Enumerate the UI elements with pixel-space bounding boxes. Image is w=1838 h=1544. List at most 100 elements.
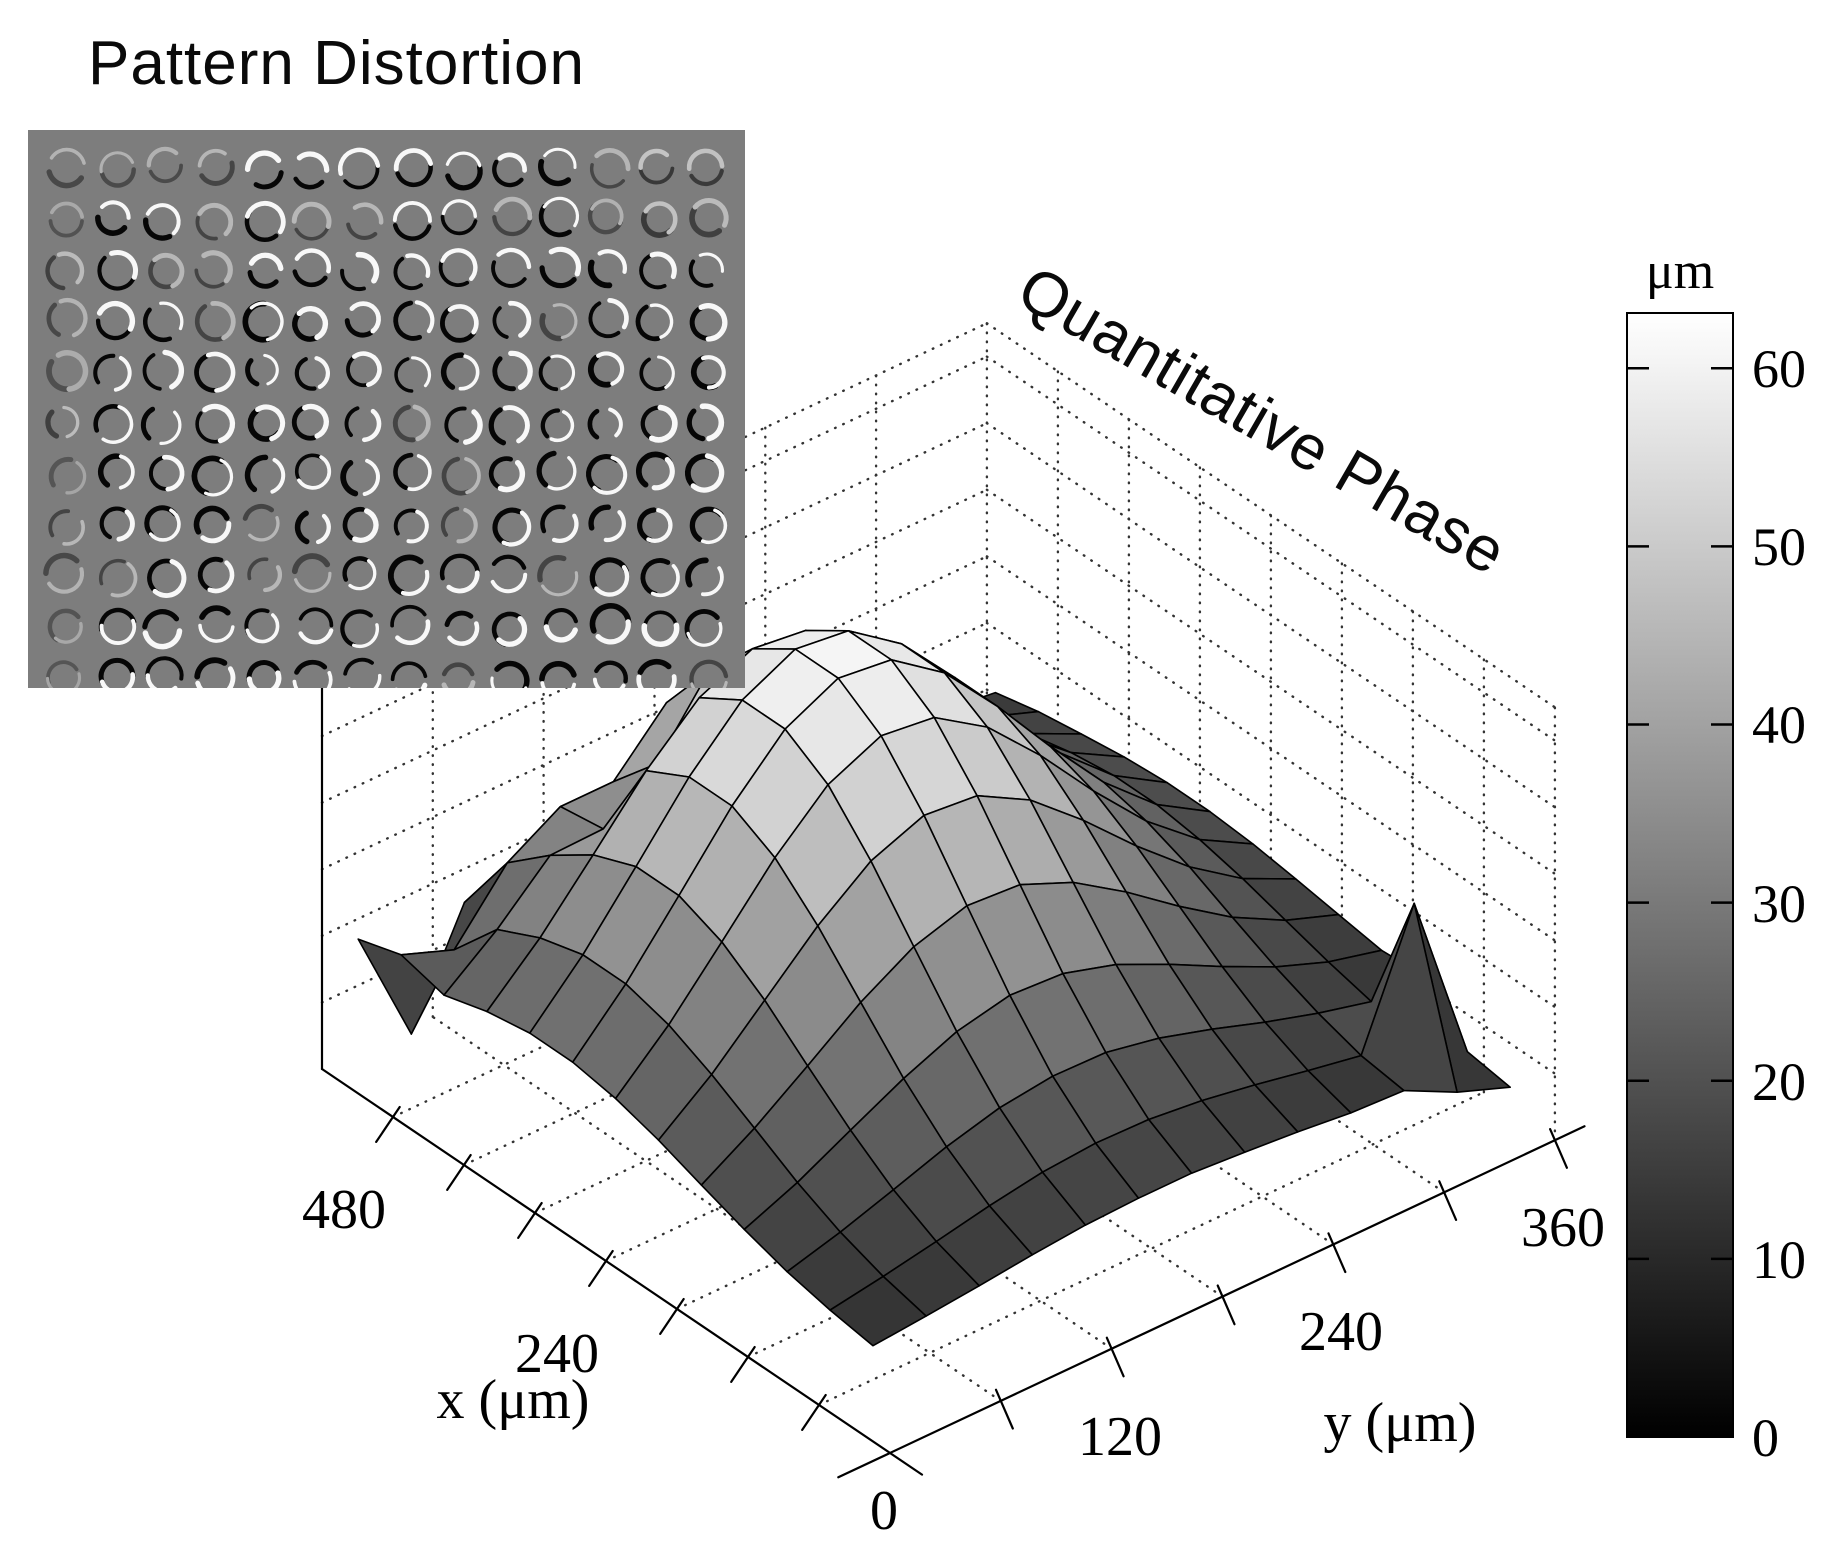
ring-highlight-arc xyxy=(597,249,627,274)
y-axis-title: y (μm) xyxy=(1324,1392,1477,1454)
distorted-ring xyxy=(393,508,429,544)
ring-shadow-arc xyxy=(586,454,620,493)
ring-shadow-arc xyxy=(685,557,709,588)
ring-shadow-arc xyxy=(99,167,136,188)
ring-shadow-arc xyxy=(45,255,66,291)
distorted-ring xyxy=(689,659,729,688)
ring-highlight-arc xyxy=(496,247,532,270)
ring-highlight-arc xyxy=(210,300,236,341)
ring-highlight-arc xyxy=(698,252,724,273)
ring-shadow-arc xyxy=(47,608,81,643)
x-axis-tick xyxy=(588,1249,614,1288)
ring-shadow-arc xyxy=(538,356,559,392)
distorted-ring xyxy=(142,609,183,650)
ring-highlight-arc xyxy=(148,508,181,542)
ring-shadow-arc xyxy=(48,219,84,238)
ring-shadow-arc xyxy=(589,163,626,189)
ring-highlight-arc xyxy=(406,509,429,544)
ring-shadow-arc xyxy=(43,552,80,576)
ring-shadow-arc xyxy=(589,557,629,590)
ring-shadow-arc xyxy=(689,206,723,238)
x-axis-tick xyxy=(801,1393,827,1432)
distorted-ring xyxy=(148,252,185,290)
ring-highlight-arc xyxy=(497,152,527,173)
distorted-ring xyxy=(344,301,381,338)
ring-highlight-arc xyxy=(447,304,479,335)
ring-highlight-arc xyxy=(445,151,482,168)
ring-highlight-arc xyxy=(692,198,729,228)
box-edge-top-right xyxy=(985,322,1557,709)
distorted-ring xyxy=(490,554,528,594)
ring-highlight-arc xyxy=(446,570,480,594)
distorted-ring xyxy=(439,553,480,594)
x-tick-label: 480 xyxy=(302,1179,386,1241)
ring-shadow-arc xyxy=(587,408,600,440)
ring-shadow-arc xyxy=(45,409,60,439)
ring-shadow-arc xyxy=(539,313,563,342)
ring-highlight-arc xyxy=(110,562,138,598)
ring-shadow-arc xyxy=(46,302,61,337)
distorted-ring xyxy=(392,200,432,241)
ring-highlight-arc xyxy=(547,456,577,491)
ring-shadow-arc xyxy=(491,260,527,288)
ring-highlight-arc xyxy=(701,566,724,597)
ring-highlight-arc xyxy=(548,246,582,277)
distorted-ring xyxy=(589,603,632,645)
ring-shadow-arc xyxy=(538,158,572,187)
ring-highlight-arc xyxy=(197,202,234,237)
ring-shadow-arc xyxy=(344,406,360,438)
distorted-ring xyxy=(245,353,279,387)
colorbar-tick-label: 30 xyxy=(1752,874,1806,934)
ring-highlight-arc xyxy=(245,613,280,644)
ring-highlight-arc xyxy=(464,457,481,495)
ring-shadow-arc xyxy=(195,411,225,444)
ring-highlight-arc xyxy=(701,355,726,390)
ring-shadow-arc xyxy=(587,354,612,388)
distorted-ring xyxy=(537,555,579,597)
ring-highlight-arc xyxy=(393,148,433,172)
ring-shadow-arc xyxy=(390,604,427,628)
ring-shadow-arc xyxy=(197,556,224,592)
ring-highlight-arc xyxy=(152,558,187,598)
distorted-ring xyxy=(538,354,575,392)
ring-highlight-arc xyxy=(698,303,728,342)
distorted-ring xyxy=(589,148,631,189)
distorted-ring xyxy=(635,451,675,491)
distorted-ring xyxy=(147,558,187,598)
ring-shadow-arc xyxy=(441,662,475,677)
distorted-ring xyxy=(540,408,575,443)
ring-highlight-arc xyxy=(641,622,680,647)
distorted-ring xyxy=(390,604,431,646)
distorted-ring xyxy=(538,147,577,187)
distorted-ring xyxy=(491,247,532,288)
distorted-ring xyxy=(194,300,236,342)
ring-shadow-arc xyxy=(445,164,483,191)
distorted-ring xyxy=(291,403,329,441)
distorted-ring xyxy=(244,201,286,242)
ring-shadow-arc xyxy=(342,556,369,582)
ring-shadow-arc xyxy=(291,553,331,575)
ring-highlight-arc xyxy=(699,403,725,442)
ring-highlight-arc xyxy=(355,251,380,284)
ring-highlight-arc xyxy=(302,403,329,439)
distorted-ring xyxy=(298,607,334,645)
distorted-ring xyxy=(342,506,379,543)
distorted-ring xyxy=(197,148,235,186)
ring-highlight-arc xyxy=(337,147,381,176)
ring-highlight-arc xyxy=(49,147,86,165)
ring-shadow-arc xyxy=(440,214,478,236)
distorted-ring xyxy=(43,552,84,594)
ring-shadow-arc xyxy=(343,657,374,676)
ring-shadow-arc xyxy=(340,609,373,648)
distorted-ring xyxy=(440,199,478,236)
distorted-ring xyxy=(142,349,185,391)
distorted-ring xyxy=(689,303,728,342)
colorbar: 0 10 20 30 40 50 60 μm xyxy=(1626,243,1806,1468)
ring-highlight-arc xyxy=(352,623,380,649)
ring-shadow-arc xyxy=(440,506,460,537)
ring-highlight-arc xyxy=(45,672,82,688)
ring-highlight-arc xyxy=(96,301,135,332)
distorted-ring xyxy=(292,659,333,688)
distorted-ring xyxy=(98,657,136,688)
distorted-ring xyxy=(191,455,234,497)
